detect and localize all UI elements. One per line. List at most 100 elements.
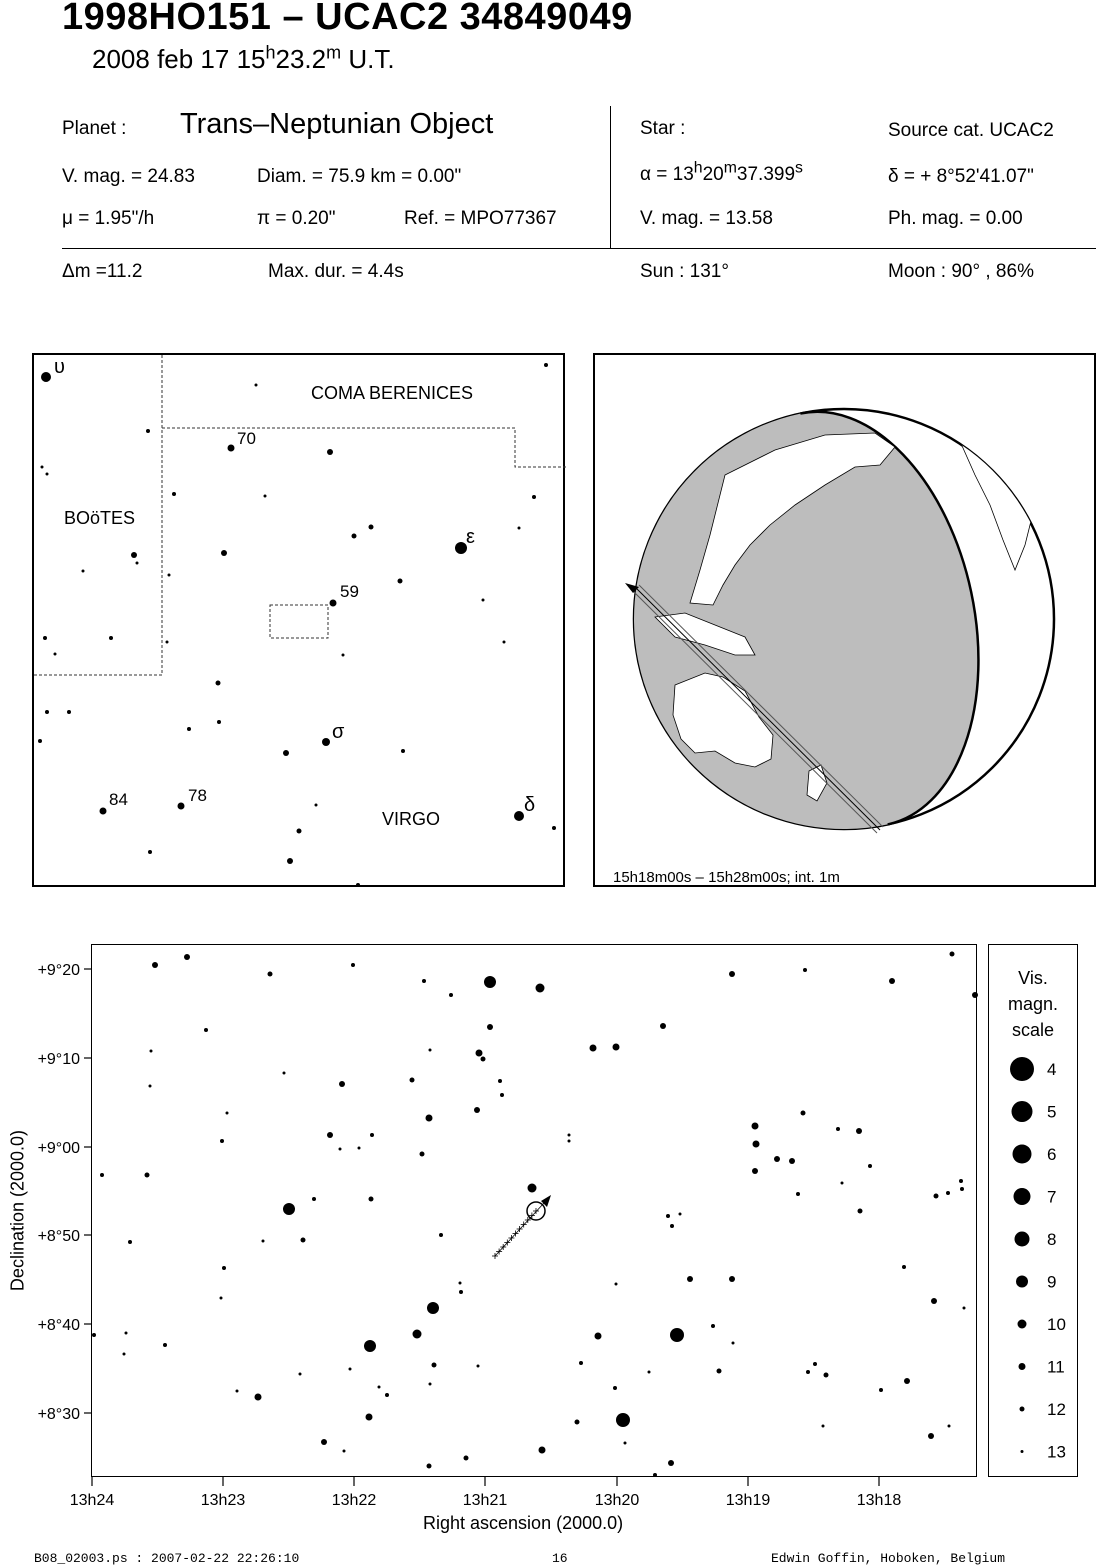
footer-page: 16 — [552, 1551, 568, 1566]
terminator — [800, 410, 980, 826]
field-star — [589, 1044, 597, 1052]
new-zealand-landmass — [806, 764, 828, 802]
path-direction-arrow-icon — [625, 583, 639, 593]
finder-star — [283, 750, 289, 756]
field-star — [902, 1265, 906, 1269]
finder-star — [532, 495, 536, 499]
field-star — [184, 954, 190, 960]
object-vmag: V. mag. = 24.83 — [62, 166, 195, 187]
field-star — [283, 1203, 295, 1215]
finder-star-label: δ — [524, 794, 535, 816]
field-star — [338, 1147, 342, 1151]
mag-scale-label: 4 — [1047, 1060, 1056, 1079]
field-star — [716, 1368, 722, 1374]
mag-scale-dot — [1017, 1319, 1027, 1329]
field-star — [412, 1329, 422, 1339]
finder-star — [481, 598, 485, 602]
finder-star — [287, 858, 293, 864]
field-star — [419, 1151, 425, 1157]
field-star — [613, 1386, 617, 1390]
field-star — [122, 1352, 126, 1356]
mag-scale-dot — [1011, 1101, 1033, 1122]
field-star — [124, 1331, 128, 1335]
field-star — [796, 1192, 800, 1196]
field-star — [476, 1364, 480, 1368]
field-star — [959, 1179, 963, 1183]
mag-scale-label: 10 — [1047, 1315, 1066, 1334]
finder-star — [368, 524, 374, 530]
field-star — [463, 1455, 469, 1461]
finder-star — [296, 828, 302, 834]
field-star — [459, 1290, 463, 1294]
footer-author: Edwin Goffin, Hoboken, Belgium — [771, 1551, 1006, 1566]
field-star — [774, 1156, 780, 1162]
y-tick-label: +8°40 — [38, 1317, 81, 1334]
x-tick-label: 13h21 — [463, 1492, 508, 1509]
finder-star — [356, 883, 360, 887]
constellation-coma-berenices: COMA BERENICES — [311, 383, 473, 403]
y-tick-label: +9°20 — [38, 962, 81, 979]
field-star — [300, 1237, 306, 1243]
finder-star — [322, 738, 330, 746]
finder-chart: COMA BERENICES BOöTES VIRGO υ 70 ε 59 σ 84 78 δ — [32, 353, 567, 887]
continents — [654, 429, 1036, 802]
star-photo-mag: Ph. mag. = 0.00 — [888, 208, 1023, 229]
field-star — [261, 1239, 265, 1243]
moon-info: Moon : 90° , 86% — [888, 261, 1034, 282]
y-tick-label: +8°50 — [38, 1228, 81, 1245]
star-vmag: V. mag. = 13.58 — [640, 208, 773, 229]
field-star — [128, 1240, 132, 1244]
object-track — [492, 1202, 545, 1259]
field-star — [947, 1424, 951, 1428]
field-star — [425, 1114, 433, 1122]
indonesia-landmass — [654, 612, 756, 656]
field-star — [428, 1382, 432, 1386]
mag-scale-label: 9 — [1047, 1273, 1056, 1292]
finder-star — [502, 640, 506, 644]
field-star — [500, 1093, 504, 1097]
field-star — [821, 1424, 825, 1428]
mag-scale-dot — [1018, 1363, 1026, 1370]
field-star — [357, 1146, 361, 1150]
info-separator — [62, 248, 1096, 249]
object-motion: μ = 1.95"/h — [62, 208, 155, 229]
finder-star — [45, 472, 49, 476]
finder-star — [552, 826, 556, 830]
finder-star — [109, 636, 113, 640]
star-ra: α = 13h20m37.399s — [640, 159, 803, 185]
motion-arrow-icon — [541, 1195, 551, 1207]
info-divider — [610, 106, 611, 248]
finder-stars — [38, 363, 556, 887]
field-star — [579, 1361, 583, 1365]
planet-value: Trans–Neptunian Object — [180, 108, 494, 140]
field-star — [370, 1133, 374, 1137]
finder-star — [314, 803, 318, 807]
field-star — [428, 1048, 432, 1052]
finder-star — [544, 363, 548, 367]
field-star — [364, 1340, 376, 1352]
finder-star — [41, 372, 51, 382]
mag-scale-label: 5 — [1047, 1103, 1056, 1122]
delta-magnitude: Δm =11.2 — [62, 261, 143, 282]
mag-scale-label: 11 — [1047, 1358, 1065, 1377]
field-star — [594, 1332, 602, 1340]
field-star — [933, 1193, 939, 1199]
mag-scale-dot — [1014, 1231, 1030, 1247]
globe-time-caption: 15h18m00s – 15h28m00s; int. 1m — [613, 869, 840, 886]
finder-star — [455, 542, 467, 554]
finder-star — [135, 561, 139, 565]
field-star — [729, 1276, 735, 1282]
finder-star — [40, 465, 44, 469]
field-star — [487, 1024, 493, 1030]
y-tick-label: +9°10 — [38, 1051, 81, 1068]
field-star — [342, 1449, 346, 1453]
asia-landmass — [689, 432, 896, 606]
globe-svg: 15h18m00s – 15h28m00s; int. 1m — [613, 407, 1056, 886]
field-star — [100, 1173, 104, 1177]
finder-star — [227, 444, 235, 452]
constellation-virgo: VIRGO — [382, 809, 440, 829]
star-chart-svg — [92, 951, 978, 1477]
field-star — [535, 983, 545, 993]
y-tick-label: +9°00 — [38, 1140, 81, 1157]
